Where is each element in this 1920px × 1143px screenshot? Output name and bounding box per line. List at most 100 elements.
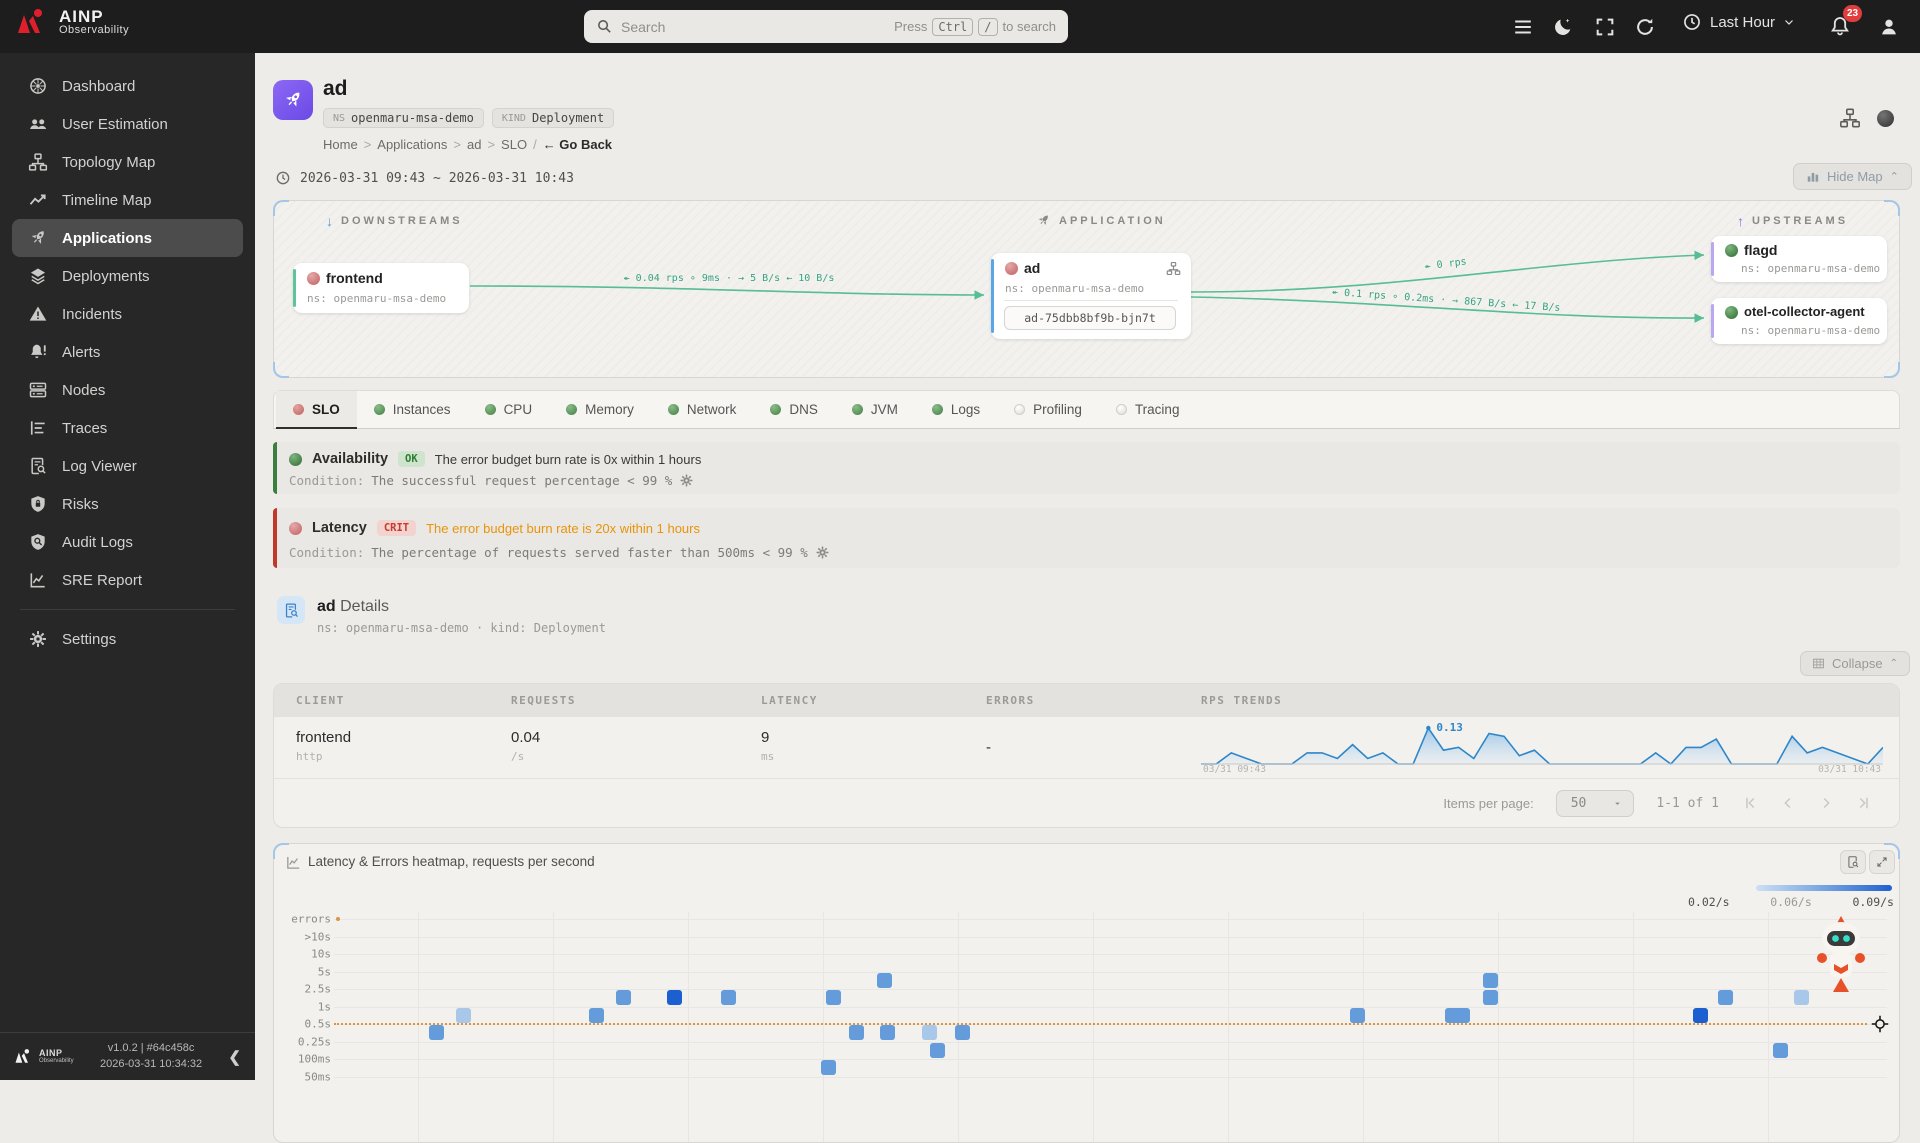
gridline [334, 1042, 1887, 1043]
detail-tabs: SLOInstancesCPUMemory Network DNSJVM Logs Pr… [273, 390, 1900, 429]
sidebar-collapse-button[interactable]: ❮ [228, 1048, 241, 1066]
breadcrumb-item[interactable]: Home [323, 137, 358, 152]
sidebar-item-traces[interactable]: Traces [12, 409, 243, 447]
tab-network[interactable]: Network [651, 391, 754, 428]
heatmap-cell[interactable] [667, 990, 682, 1005]
go-back-link[interactable]: ← Go Back [543, 137, 612, 152]
ok-badge: OK [398, 451, 425, 467]
breadcrumb-item[interactable]: SLO [501, 137, 527, 152]
sidebar-item-topology-map[interactable]: Topology Map [12, 143, 243, 181]
gear-icon[interactable] [679, 473, 694, 488]
sidebar-item-sre-report[interactable]: SRE Report [12, 561, 243, 599]
sidebar-item-settings[interactable]: Settings [12, 620, 243, 658]
heatmap-cell[interactable] [1455, 1008, 1470, 1023]
heatmap-cell[interactable] [1693, 1008, 1708, 1023]
breadcrumb-separator: > [487, 137, 495, 152]
heatmap-cell[interactable] [1718, 990, 1733, 1005]
tab-logs[interactable]: Logs [915, 391, 997, 428]
legend-tick: 0.09/s [1852, 895, 1894, 909]
heatmap-cell[interactable] [456, 1008, 471, 1023]
heatmap-cell[interactable] [429, 1025, 444, 1040]
sidebar-item-dashboard[interactable]: Dashboard [12, 67, 243, 105]
sidebar-item-user-estimation[interactable]: User Estimation [12, 105, 243, 143]
search-input[interactable] [621, 19, 886, 35]
sidebar-item-incidents[interactable]: Incidents [12, 295, 243, 333]
heatmap-cell[interactable] [849, 1025, 864, 1040]
heatmap-cell[interactable] [955, 1025, 970, 1040]
next-page-icon[interactable] [1817, 794, 1835, 812]
sidebar-item-alerts[interactable]: Alerts [12, 333, 243, 371]
heatmap-cell[interactable] [826, 990, 841, 1005]
gear-icon[interactable] [815, 545, 830, 560]
tab-cpu[interactable]: CPU [468, 391, 550, 428]
menu-icon[interactable] [1512, 16, 1534, 38]
edge-label-ad-otel: ↞ 0.1 rps ∘ 0.2ms · → 867 B/s ← 17 B/s [1332, 287, 1561, 314]
breadcrumb-item[interactable]: ad [467, 137, 481, 152]
heatmap-cell[interactable] [821, 1060, 836, 1075]
table-row[interactable]: frontend http 0.04 /s 9 ms - 0.13 03/31 … [274, 717, 1899, 779]
refresh-icon[interactable] [1634, 16, 1656, 38]
tab-label: Network [687, 402, 737, 417]
last-page-icon[interactable] [1855, 794, 1873, 812]
heatmap-cell[interactable] [589, 1008, 604, 1023]
heatmap-cell[interactable] [721, 990, 736, 1005]
heatmap-cell[interactable] [616, 990, 631, 1005]
status-sphere-icon[interactable] [1877, 110, 1894, 127]
topology-icon[interactable] [1839, 107, 1861, 129]
sidebar-item-nodes[interactable]: Nodes [12, 371, 243, 409]
first-page-icon[interactable] [1741, 794, 1759, 812]
heatmap-cell[interactable] [877, 973, 892, 988]
heatmap-cell[interactable] [1794, 990, 1809, 1005]
layers-icon [28, 266, 48, 286]
pod-badge[interactable]: ad-75dbb8bf9b-bjn7t [1004, 306, 1176, 330]
tab-slo[interactable]: SLO [276, 391, 357, 428]
sidebar-item-timeline-map[interactable]: Timeline Map [12, 181, 243, 219]
heatmap-cell[interactable] [1483, 990, 1498, 1005]
dark-mode-icon[interactable] [1552, 16, 1574, 38]
heatmap-inspect-button[interactable] [1840, 850, 1866, 874]
collapse-button[interactable]: Collapse ⌃ [1800, 651, 1910, 676]
sidebar-nav: DashboardUser EstimationTopology MapTime… [0, 53, 255, 1032]
items-per-page-select[interactable]: 50 [1556, 790, 1635, 817]
sidebar-item-audit-logs[interactable]: Audit Logs [12, 523, 243, 561]
heatmap-expand-button[interactable] [1869, 850, 1895, 874]
tab-profiling[interactable]: Profiling [997, 391, 1099, 428]
sidebar-item-applications[interactable]: Applications [12, 219, 243, 257]
gridline [1228, 912, 1229, 1142]
heatmap-cell[interactable] [1350, 1008, 1365, 1023]
time-range-picker[interactable]: Last Hour [1682, 12, 1795, 32]
breadcrumb-item[interactable]: Applications [377, 137, 447, 152]
heatmap-cell[interactable] [1773, 1043, 1788, 1058]
brand-logo[interactable]: AINP Observability [16, 7, 129, 37]
heatmap-cell[interactable] [1483, 973, 1498, 988]
sidebar-item-risks[interactable]: Risks [12, 485, 243, 523]
hide-map-button[interactable]: Hide Map ⌃ [1793, 163, 1912, 190]
sidebar-item-log-viewer[interactable]: Log Viewer [12, 447, 243, 485]
tab-jvm[interactable]: JVM [835, 391, 915, 428]
node-otel-collector-agent[interactable]: otel-collector-agent ns: openmaru-msa-de… [1711, 298, 1887, 344]
gridline [688, 912, 689, 1142]
tab-tracing[interactable]: Tracing [1099, 391, 1197, 428]
tab-label: Logs [951, 402, 980, 417]
heatmap-cell[interactable] [922, 1025, 937, 1040]
user-avatar-icon[interactable] [1878, 16, 1900, 38]
client-name[interactable]: frontend [296, 729, 351, 746]
tab-memory[interactable]: Memory [549, 391, 651, 428]
tab-instances[interactable]: Instances [357, 391, 468, 428]
node-ad[interactable]: ad ns: openmaru-msa-demo ad-75dbb8bf9b-b… [991, 253, 1191, 339]
breadcrumb-separator: > [364, 137, 372, 152]
fullscreen-icon[interactable] [1594, 16, 1616, 38]
slo-latency-card[interactable]: Latency CRIT The error budget burn rate … [273, 508, 1900, 568]
sidebar: DashboardUser EstimationTopology MapTime… [0, 53, 255, 1080]
heatmap-cell[interactable] [880, 1025, 895, 1040]
node-frontend[interactable]: frontend ns: openmaru-msa-demo [293, 263, 469, 313]
tab-dns[interactable]: DNS [753, 391, 835, 428]
sitemap-icon[interactable] [1166, 261, 1181, 276]
sparkline-start-label: 03/31 09:43 [1203, 764, 1266, 775]
heatmap-cell[interactable] [930, 1043, 945, 1058]
prev-page-icon[interactable] [1779, 794, 1797, 812]
node-flagd[interactable]: flagd ns: openmaru-msa-demo [1711, 236, 1887, 282]
search-bar[interactable]: Press Ctrl / to search [584, 10, 1068, 43]
sidebar-item-deployments[interactable]: Deployments [12, 257, 243, 295]
slo-availability-card[interactable]: Availability OK The error budget burn ra… [273, 442, 1900, 494]
